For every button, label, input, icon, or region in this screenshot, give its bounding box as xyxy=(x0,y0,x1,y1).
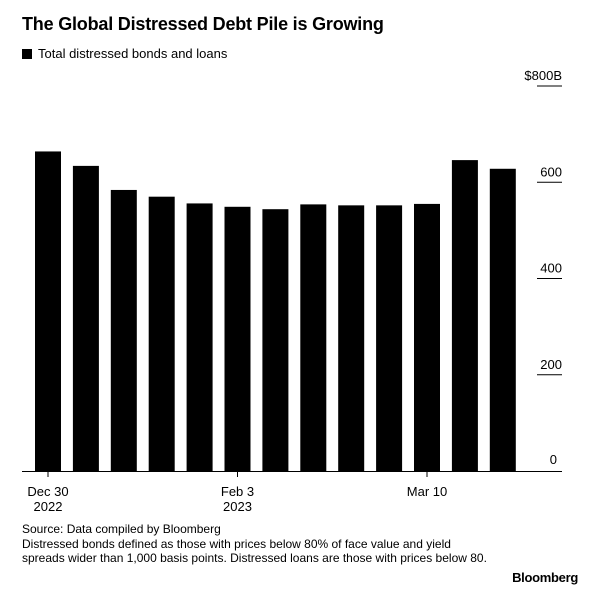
x-tick-label: 2022 xyxy=(34,499,63,514)
x-tick-label: Feb 3 xyxy=(221,484,254,499)
chart-title: The Global Distressed Debt Pile is Growi… xyxy=(22,14,384,34)
bar xyxy=(300,204,327,471)
source-notes: Source: Data compiled by Bloomberg Distr… xyxy=(22,522,492,566)
bar xyxy=(35,151,61,471)
x-tick-label: Mar 10 xyxy=(407,484,447,499)
bar xyxy=(451,160,478,472)
bar xyxy=(338,205,365,471)
y-tick-label: $800B xyxy=(524,68,562,83)
bar xyxy=(186,203,213,472)
bar xyxy=(148,196,175,471)
bar xyxy=(376,205,403,471)
bar xyxy=(414,203,440,471)
x-tick-label: Dec 30 xyxy=(27,484,68,499)
y-tick-label: 400 xyxy=(540,261,562,276)
y-tick-label: 0 xyxy=(550,452,557,467)
bloomberg-logo: Bloomberg xyxy=(512,570,578,585)
bar xyxy=(262,209,289,471)
legend: Total distressed bonds and loans xyxy=(22,46,227,61)
bar xyxy=(224,206,251,471)
bar xyxy=(72,165,99,471)
bar xyxy=(110,189,137,471)
y-tick-label: 600 xyxy=(540,164,562,179)
y-tick-label: 200 xyxy=(540,357,562,372)
x-tick-label: 2023 xyxy=(223,499,252,514)
legend-label: Total distressed bonds and loans xyxy=(38,46,228,61)
legend-swatch xyxy=(22,48,32,59)
source-text: Source: Data compiled by Bloomberg xyxy=(22,522,221,536)
bar xyxy=(489,168,516,471)
definition-note: Distressed bonds defined as those with p… xyxy=(22,536,487,566)
